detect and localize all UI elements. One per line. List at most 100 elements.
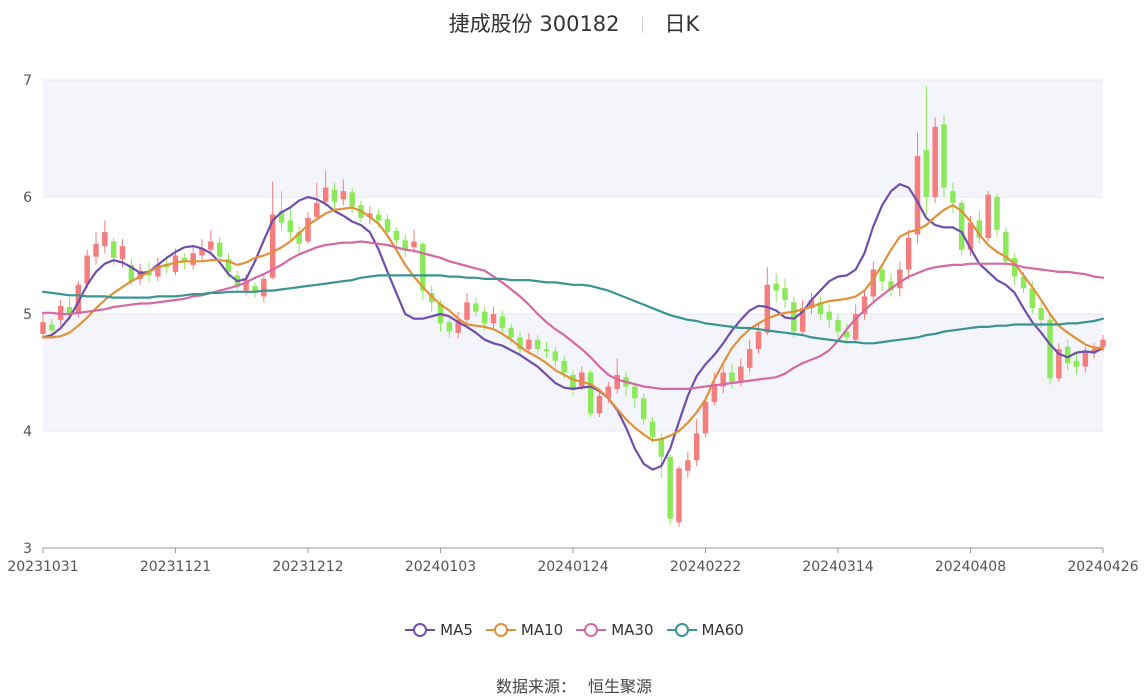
candle-up [897,269,903,289]
candle-up [464,302,470,320]
candle-down [729,372,735,382]
legend-label: MA60 [701,621,744,639]
x-tick-label: 20231031 [7,559,78,575]
candle-up [693,433,700,461]
candle-down [181,257,188,263]
candle-down [481,311,488,324]
candle-down [1064,346,1071,364]
candle-up [190,253,196,265]
y-tick-label: 7 [23,73,32,89]
candle-down [587,372,594,414]
candle-down [844,331,850,338]
candle-down [1029,288,1036,309]
candle-up [57,305,64,320]
candle-up [40,322,46,334]
candle-down [287,220,294,233]
candle-down [278,211,285,223]
series-ma30-line [41,240,1105,390]
legend-label: MA5 [440,621,473,639]
candle-up [852,314,859,340]
candle-down [782,288,788,300]
y-tick-label: 4 [23,424,32,440]
legend-marker-icon [485,623,516,637]
x-tick-label: 20231212 [272,559,343,575]
candle-up [102,232,108,247]
candle-down [534,339,541,350]
candlestick-chart: 3 4 5 6 7 20231031 20231121 20231212 20240103 202… [7,73,1138,575]
candle-down [1020,276,1027,289]
candle-up [1100,339,1106,347]
legend-item-ma30[interactable]: MA30 [575,621,654,639]
candle-up [870,269,877,297]
candle-up [1056,349,1062,379]
candle-down [1073,360,1080,367]
legend-item-ma60[interactable]: MA60 [666,621,744,639]
title-separator [641,17,643,33]
candle-up [490,314,497,324]
x-tick-label: 20240222 [670,559,741,575]
candle-down [1047,319,1053,379]
candle-up [119,246,126,260]
candle-up [764,284,771,333]
candle-down [216,242,223,257]
candle-up [261,278,267,297]
legend-marker-icon [576,623,607,637]
candle-down [508,328,514,338]
candle-down [110,241,117,258]
candle-up [155,264,161,277]
candle-up [172,255,179,272]
candle-up [720,372,726,387]
source-provider: 恒生聚源 [588,677,653,696]
candle-up [243,280,249,291]
y-tick-label: 5 [23,307,32,323]
candle-up [605,386,612,399]
candle-up [1082,351,1089,367]
candle-down [552,351,559,361]
candle-down [1003,232,1009,262]
candle-up [305,218,311,242]
candle-up [702,401,709,434]
legend-item-ma5[interactable]: MA5 [404,621,473,639]
candle-down [791,302,797,332]
candle-up [808,299,815,309]
candle-down [473,303,479,312]
candle-down [879,269,885,282]
period-label: 日K [664,12,700,36]
candle-up [367,213,373,217]
y-tick-label: 3 [23,541,32,557]
legend-label: MA30 [611,621,654,639]
chart-legend: MA5 MA10 MA30 MA60 [0,621,1148,642]
candle-down [66,306,73,314]
candle-down [446,322,453,332]
candle-down [393,230,400,241]
candle-down [1038,308,1044,320]
candle-up [269,214,276,278]
x-tick-label: 20240408 [935,559,1006,575]
series-ma60-line [41,274,1105,345]
legend-item-ma10[interactable]: MA10 [485,621,563,639]
series-ma10-line [41,204,1105,442]
candle-down [835,319,841,332]
legend-marker-icon [405,623,436,637]
candle-up [985,194,991,238]
candle-down [958,202,965,250]
candle-down [517,337,523,350]
candle-up [526,339,532,350]
candle-up [93,243,99,257]
candle-down [375,214,382,221]
candle-down [994,197,1000,230]
y-tick-label: 6 [23,190,32,206]
data-source: 数据来源： 恒生聚源 [0,673,1148,697]
candle-down [640,398,647,420]
candle-up [596,395,603,414]
candle-up [314,202,320,217]
candle-down [976,220,983,238]
candle-up [905,237,912,270]
series-ma5-line [41,183,1105,471]
legend-label: MA10 [520,621,564,639]
stock-name-code: 捷成股份 300182 [448,12,620,36]
candle-down [420,243,426,291]
candle-down [773,283,779,291]
candle-down [543,349,550,352]
candle-down [888,281,894,291]
